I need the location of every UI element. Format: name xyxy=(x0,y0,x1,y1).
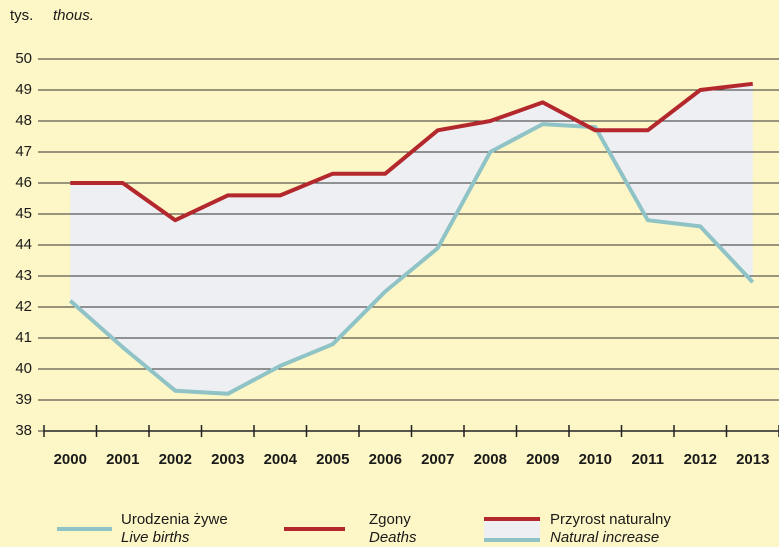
y-tick-label: 43 xyxy=(15,267,32,284)
x-tick-label: 2013 xyxy=(736,451,769,468)
y-tick-label: 49 xyxy=(15,81,32,98)
y-tick-label: 48 xyxy=(15,112,32,129)
x-tick-label: 2012 xyxy=(684,451,717,468)
y-tick-label: 38 xyxy=(15,422,32,439)
y-tick-label: 42 xyxy=(15,298,32,315)
natural-increase-area xyxy=(70,83,753,394)
legend-label: Przyrost naturalny xyxy=(550,511,671,528)
y-tick-label: 41 xyxy=(15,329,32,346)
x-tick-label: 2004 xyxy=(264,451,298,468)
y-tick-label: 40 xyxy=(15,360,32,377)
x-tick-label: 2011 xyxy=(631,451,664,468)
y-tick-label: 50 xyxy=(15,50,32,67)
unit-label-en: thous. xyxy=(53,7,94,24)
x-tick-label: 2007 xyxy=(421,451,454,468)
y-tick-label: 47 xyxy=(15,143,32,160)
legend-label-en: Deaths xyxy=(369,529,417,546)
x-tick-label: 2006 xyxy=(369,451,402,468)
unit-label: tys. xyxy=(10,7,33,24)
x-tick-label: 2001 xyxy=(106,451,139,468)
series-line xyxy=(70,81,753,223)
x-tick-label: 2005 xyxy=(316,451,349,468)
y-tick-label: 46 xyxy=(15,174,32,191)
y-tick-label: 45 xyxy=(15,205,32,222)
legend-label-en: Live births xyxy=(121,529,190,546)
y-tick-label: 39 xyxy=(15,391,32,408)
x-tick-label: 2003 xyxy=(211,451,244,468)
x-tick-label: 2010 xyxy=(579,451,612,468)
y-tick-label: 44 xyxy=(15,236,32,253)
legend-area-swatch xyxy=(484,519,540,540)
x-tick-label: 2002 xyxy=(159,451,192,468)
legend-label: Zgony xyxy=(369,511,411,528)
legend-label: Urodzenia żywe xyxy=(121,511,228,528)
x-tick-label: 2000 xyxy=(54,451,87,468)
legend-label-en: Natural increase xyxy=(550,529,659,546)
series-line xyxy=(68,122,755,396)
x-tick-label: 2009 xyxy=(526,451,559,468)
x-tick-label: 2008 xyxy=(474,451,507,468)
